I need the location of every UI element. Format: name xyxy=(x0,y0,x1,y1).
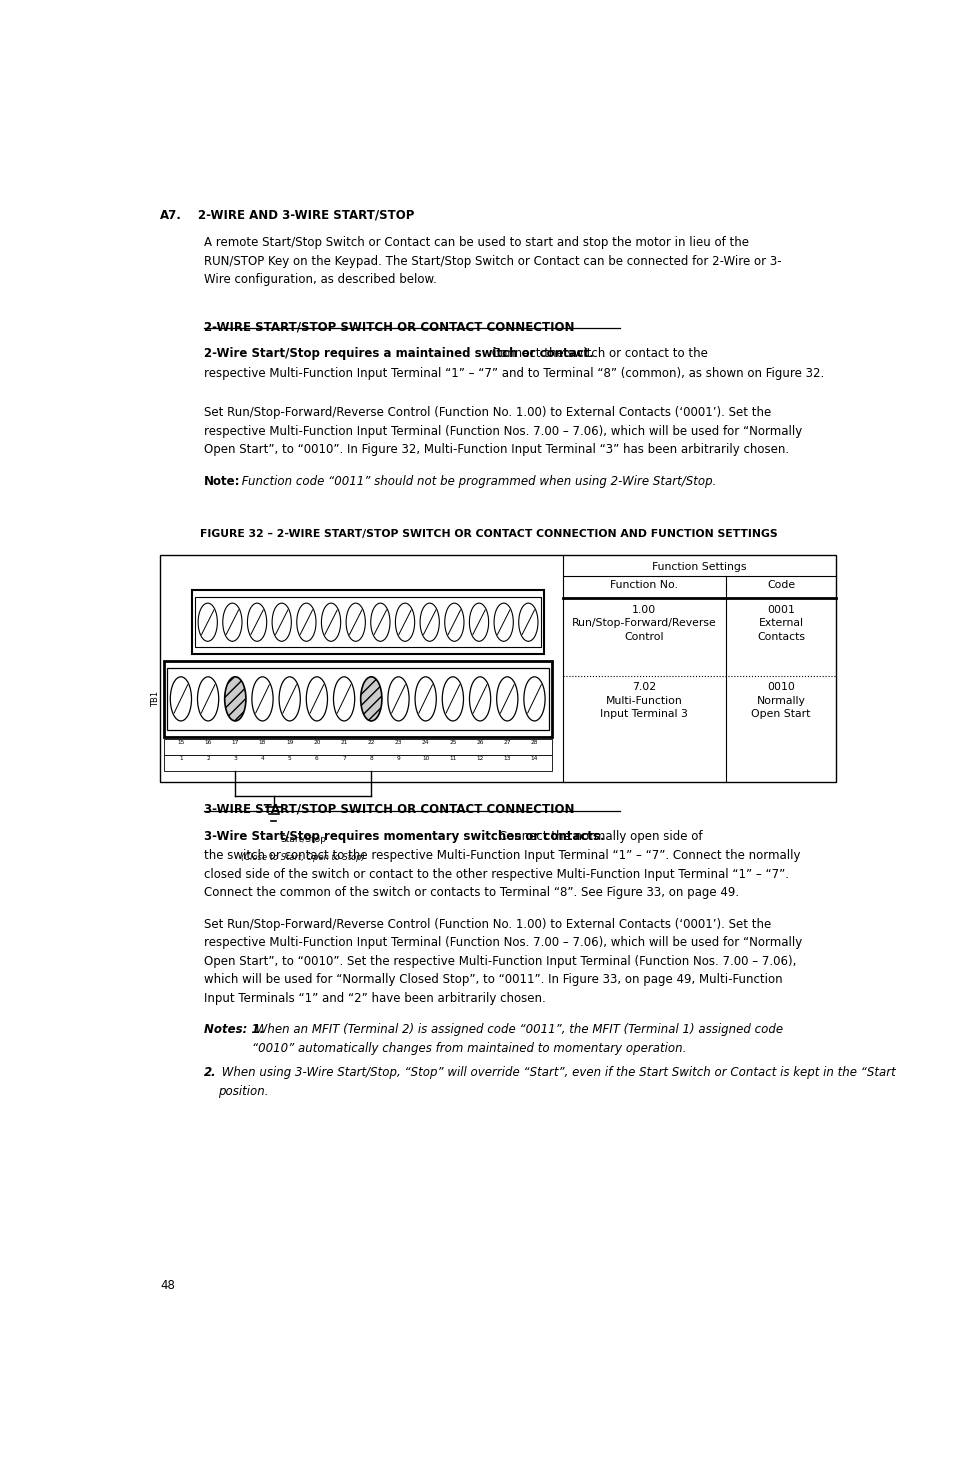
Text: 25: 25 xyxy=(449,740,456,745)
Text: 12: 12 xyxy=(476,757,483,761)
Text: 8: 8 xyxy=(369,757,373,761)
Text: 3-WIRE START/STOP SWITCH OR CONTACT CONNECTION: 3-WIRE START/STOP SWITCH OR CONTACT CONN… xyxy=(204,802,574,816)
Bar xyxy=(167,668,548,730)
Text: Code: Code xyxy=(766,580,794,590)
Ellipse shape xyxy=(360,677,381,721)
Text: 2-WIRE AND 3-WIRE START/STOP: 2-WIRE AND 3-WIRE START/STOP xyxy=(198,209,415,221)
Text: 13: 13 xyxy=(503,757,511,761)
Text: Function code “0011” should not be programmed when using 2-Wire Start/Stop.: Function code “0011” should not be progr… xyxy=(237,475,715,488)
Text: 2.: 2. xyxy=(204,1066,216,1080)
Ellipse shape xyxy=(296,603,315,642)
Text: 48: 48 xyxy=(160,1279,174,1292)
Text: 27: 27 xyxy=(503,740,511,745)
Text: Start/Stop: Start/Stop xyxy=(280,835,326,844)
Ellipse shape xyxy=(497,677,517,721)
Ellipse shape xyxy=(223,603,242,642)
Text: FIGURE 32 – 2-WIRE START/STOP SWITCH OR CONTACT CONNECTION AND FUNCTION SETTINGS: FIGURE 32 – 2-WIRE START/STOP SWITCH OR … xyxy=(200,530,777,538)
Ellipse shape xyxy=(334,677,355,721)
Ellipse shape xyxy=(518,603,537,642)
Text: When using 3-Wire Start/Stop, “Stop” will override “Start”, even if the Start Sw: When using 3-Wire Start/Stop, “Stop” wil… xyxy=(218,1066,895,1097)
Text: A remote Start/Stop Switch or Contact can be used to start and stop the motor in: A remote Start/Stop Switch or Contact ca… xyxy=(204,236,781,286)
Text: 28: 28 xyxy=(530,740,537,745)
Ellipse shape xyxy=(272,603,291,642)
Text: 26: 26 xyxy=(476,740,483,745)
Text: 2-WIRE START/STOP SWITCH OR CONTACT CONNECTION: 2-WIRE START/STOP SWITCH OR CONTACT CONN… xyxy=(204,320,574,333)
Bar xyxy=(194,597,541,648)
Text: 3: 3 xyxy=(233,757,237,761)
Text: A7.: A7. xyxy=(160,209,182,221)
Ellipse shape xyxy=(395,603,415,642)
Ellipse shape xyxy=(371,603,390,642)
Text: 7.02
Multi-Function
Input Terminal 3: 7.02 Multi-Function Input Terminal 3 xyxy=(599,683,687,718)
Text: 14: 14 xyxy=(530,757,537,761)
Text: 9: 9 xyxy=(396,757,400,761)
Text: 0010
Normally
Open Start: 0010 Normally Open Start xyxy=(751,683,810,718)
Ellipse shape xyxy=(306,677,327,721)
Text: 17: 17 xyxy=(232,740,239,745)
Text: 20: 20 xyxy=(313,740,320,745)
Ellipse shape xyxy=(346,603,365,642)
Ellipse shape xyxy=(415,677,436,721)
Text: 7: 7 xyxy=(342,757,346,761)
Text: 2: 2 xyxy=(206,757,210,761)
Ellipse shape xyxy=(419,603,438,642)
Ellipse shape xyxy=(197,677,218,721)
Ellipse shape xyxy=(247,603,267,642)
Text: 3-Wire Start/Stop requires momentary switches or contacts.: 3-Wire Start/Stop requires momentary swi… xyxy=(204,830,604,844)
Text: 16: 16 xyxy=(204,740,212,745)
Ellipse shape xyxy=(523,677,544,721)
Text: TB1: TB1 xyxy=(151,690,160,707)
Ellipse shape xyxy=(444,603,463,642)
Bar xyxy=(192,590,544,653)
Text: Function No.: Function No. xyxy=(610,580,678,590)
Text: respective Multi-Function Input Terminal “1” – “7” and to Terminal “8” (common),: respective Multi-Function Input Terminal… xyxy=(204,367,823,379)
Text: 1: 1 xyxy=(179,757,183,761)
Text: the switch or contact to the respective Multi-Function Input Terminal “1” – “7”.: the switch or contact to the respective … xyxy=(204,850,800,900)
Text: 24: 24 xyxy=(421,740,429,745)
Text: When an MFIT (Terminal 2) is assigned code “0011”, the MFIT (Terminal 1) assigne: When an MFIT (Terminal 2) is assigned co… xyxy=(252,1024,781,1055)
Text: Connect the switch or contact to the: Connect the switch or contact to the xyxy=(488,348,707,360)
Ellipse shape xyxy=(279,677,300,721)
Text: Set Run/Stop-Forward/Reverse Control (Function No. 1.00) to External Contacts (‘: Set Run/Stop-Forward/Reverse Control (Fu… xyxy=(204,917,801,1004)
Text: Note:: Note: xyxy=(204,475,240,488)
Text: 11: 11 xyxy=(449,757,456,761)
Ellipse shape xyxy=(494,603,513,642)
Ellipse shape xyxy=(198,603,217,642)
Text: 22: 22 xyxy=(367,740,375,745)
Bar xyxy=(164,755,551,771)
Text: Notes: 1.: Notes: 1. xyxy=(204,1024,264,1035)
Text: 4: 4 xyxy=(260,757,264,761)
Text: 10: 10 xyxy=(421,757,429,761)
Text: Connect the normally open side of: Connect the normally open side of xyxy=(495,830,701,844)
Text: 18: 18 xyxy=(258,740,266,745)
Ellipse shape xyxy=(171,677,192,721)
Ellipse shape xyxy=(321,603,340,642)
Text: 5: 5 xyxy=(288,757,292,761)
Ellipse shape xyxy=(469,677,490,721)
Text: 1.00
Run/Stop-Forward/Reverse
Control: 1.00 Run/Stop-Forward/Reverse Control xyxy=(571,605,716,642)
Bar xyxy=(164,661,551,738)
Text: (Close to Start, Open to Stop): (Close to Start, Open to Stop) xyxy=(241,853,365,861)
Ellipse shape xyxy=(442,677,463,721)
Text: Function Settings: Function Settings xyxy=(652,562,746,572)
Ellipse shape xyxy=(225,677,246,721)
Text: 23: 23 xyxy=(395,740,402,745)
Text: 0001
External
Contacts: 0001 External Contacts xyxy=(757,605,804,642)
Text: Set Run/Stop-Forward/Reverse Control (Function No. 1.00) to External Contacts (‘: Set Run/Stop-Forward/Reverse Control (Fu… xyxy=(204,407,801,456)
Bar xyxy=(164,739,551,755)
Text: 6: 6 xyxy=(314,757,318,761)
Text: 15: 15 xyxy=(177,740,184,745)
Text: 21: 21 xyxy=(340,740,348,745)
Ellipse shape xyxy=(252,677,273,721)
Bar xyxy=(160,555,836,782)
Text: 2-Wire Start/Stop requires a maintained switch or contact.: 2-Wire Start/Stop requires a maintained … xyxy=(204,348,594,360)
Text: 19: 19 xyxy=(286,740,294,745)
Ellipse shape xyxy=(469,603,488,642)
Ellipse shape xyxy=(388,677,409,721)
